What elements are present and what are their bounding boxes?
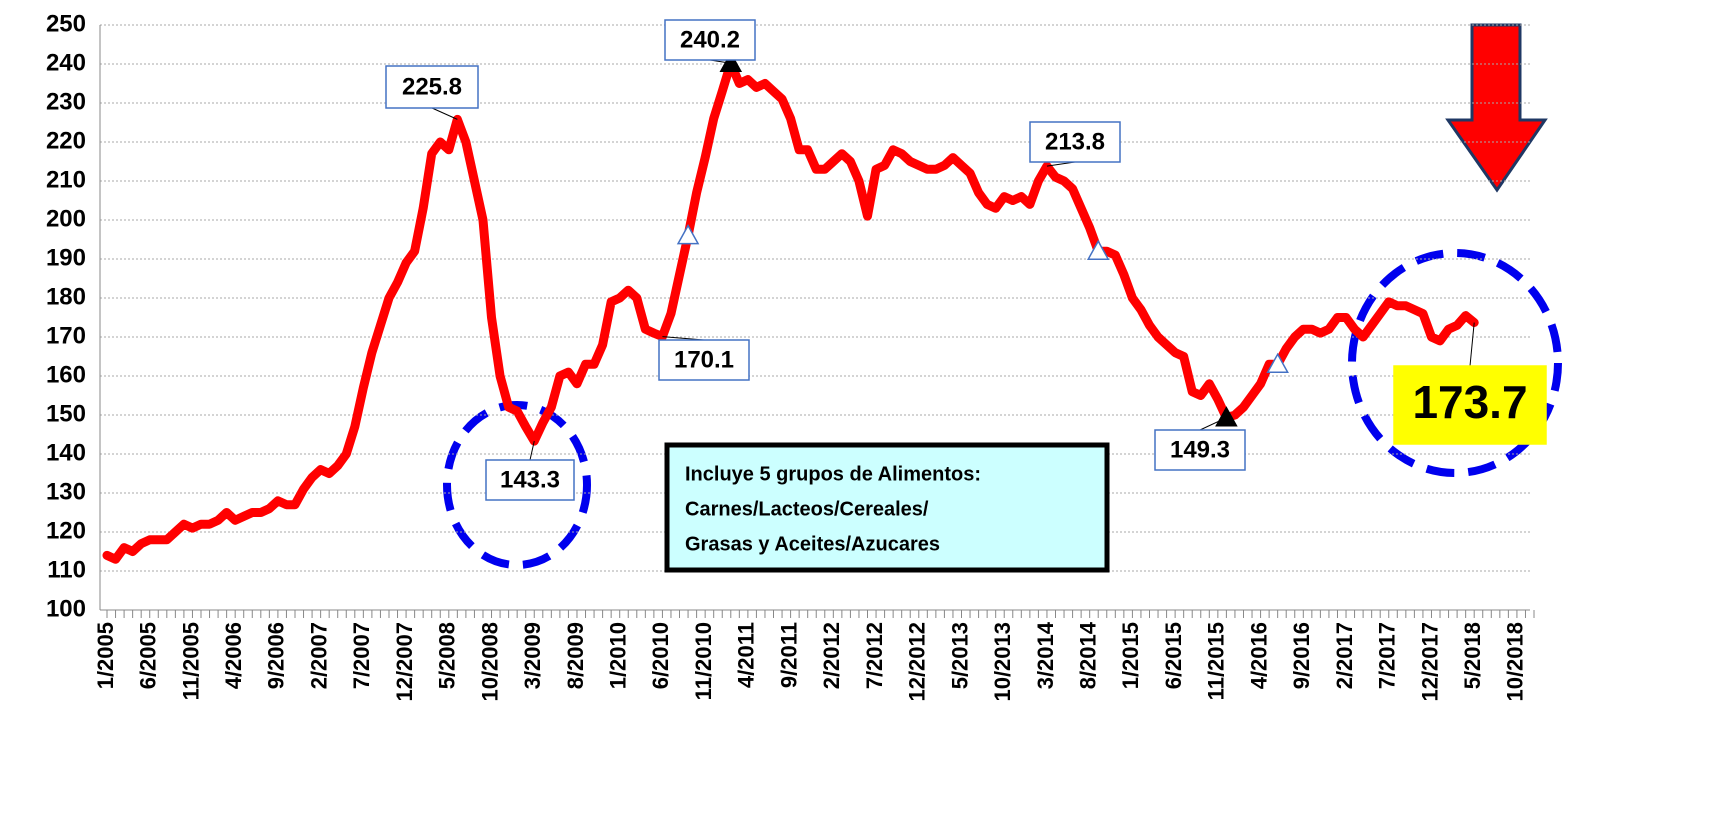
x-tick-label: 1/2010 [606, 622, 631, 689]
data-label: 170.1 [674, 346, 734, 373]
x-tick-label: 6/2005 [136, 622, 161, 689]
x-tick-label: 6/2010 [648, 622, 673, 689]
data-label-box [1154, 429, 1246, 471]
y-tick-label: 250 [46, 10, 86, 37]
data-label-box [385, 65, 479, 109]
leader-line [529, 441, 535, 461]
x-tick-label: 5/2018 [1460, 622, 1485, 689]
x-tick-label: 12/2012 [905, 622, 930, 702]
highlight-circle [443, 401, 591, 569]
x-tick-label: 8/2014 [1075, 621, 1100, 689]
y-tick-label: 210 [46, 166, 86, 193]
y-tick-label: 130 [46, 478, 86, 505]
note-line: Carnes/Lacteos/Cereales/ [685, 498, 929, 520]
x-tick-label: 4/2016 [1246, 622, 1271, 689]
note-box [664, 442, 1110, 573]
x-tick-label: 12/2007 [392, 622, 417, 702]
leader-line [1469, 322, 1475, 367]
x-tick-label: 1/2015 [1118, 622, 1143, 689]
point-marker [676, 224, 700, 245]
y-tick-label: 150 [46, 400, 86, 427]
y-tick-label: 110 [47, 556, 86, 583]
data-line [102, 58, 1479, 564]
x-tick-label: 2/2017 [1332, 622, 1357, 689]
x-tick-label: 11/2005 [178, 622, 203, 700]
x-tick-label: 4/2006 [221, 622, 246, 689]
x-tick-label: 2/2012 [819, 622, 844, 689]
x-tick-label: 3/2009 [520, 622, 545, 689]
down-arrow [1445, 23, 1548, 193]
y-tick-label: 100 [46, 595, 86, 622]
y-tick-label: 220 [46, 127, 86, 154]
data-label-box [1393, 365, 1547, 445]
y-tick-label: 160 [46, 361, 86, 388]
x-tick-label: 7/2017 [1375, 622, 1400, 689]
x-tick-label: 12/2017 [1417, 622, 1442, 702]
plot: 100 110 120 130 140 150 160 170 180 190 200 210 220 2… [46, 10, 1547, 702]
y-tick-label: 200 [46, 205, 86, 232]
y-tick-label: 180 [46, 283, 86, 310]
data-label: 213.8 [1045, 128, 1105, 155]
x-tick-label: 9/2011 [776, 622, 801, 688]
leader-line [1199, 417, 1227, 431]
data-label-box [1029, 121, 1121, 163]
x-tick-label: 10/2013 [990, 622, 1015, 702]
x-tick-label: 9/2016 [1289, 622, 1314, 689]
x-tick-label: 3/2014 [1033, 621, 1058, 689]
x-tick-label: 2/2007 [306, 622, 331, 689]
point-marker [1266, 352, 1289, 374]
x-tick-label: 6/2015 [1161, 622, 1186, 689]
data-label-box [485, 459, 575, 501]
y-tick-label: 240 [46, 49, 86, 76]
data-label: 173.7 [1412, 376, 1527, 428]
x-tick-label: 10/2008 [477, 622, 502, 702]
highlight-circle [1348, 249, 1562, 477]
y-tick-label: 230 [46, 88, 86, 115]
y-tick-label: 120 [46, 517, 86, 544]
x-tick-label: 4/2011 [734, 622, 759, 688]
data-label: 240.2 [680, 26, 740, 53]
x-tick-label: 10/2018 [1503, 622, 1528, 702]
data-label-box [664, 19, 756, 61]
x-tick-label: 5/2008 [435, 622, 460, 689]
data-label: 225.8 [402, 73, 462, 100]
point-marker [1086, 239, 1110, 260]
x-tick-label: 8/2009 [563, 622, 588, 689]
x-tick-label: 5/2013 [947, 622, 972, 689]
data-label: 149.3 [1170, 436, 1230, 463]
y-tick-label: 140 [46, 439, 86, 466]
x-tick-label: 11/2015 [1204, 622, 1229, 700]
x-tick-label: 9/2006 [264, 622, 289, 689]
note-line: Incluye 5 grupos de Alimentos: [685, 463, 981, 485]
data-label-box [658, 339, 750, 381]
y-tick-label: 170 [46, 322, 86, 349]
x-tick-label: 11/2010 [691, 622, 716, 700]
x-tick-label: 7/2007 [349, 622, 374, 689]
x-tick-label: 7/2012 [862, 622, 887, 689]
leader-line [431, 107, 458, 120]
note-line: Grasas y Aceites/Azucares [685, 533, 940, 555]
data-label: 143.3 [500, 466, 560, 493]
point-marker [1215, 406, 1238, 427]
y-tick-label: 190 [46, 244, 86, 271]
x-tick-label: 1/2005 [93, 622, 118, 689]
